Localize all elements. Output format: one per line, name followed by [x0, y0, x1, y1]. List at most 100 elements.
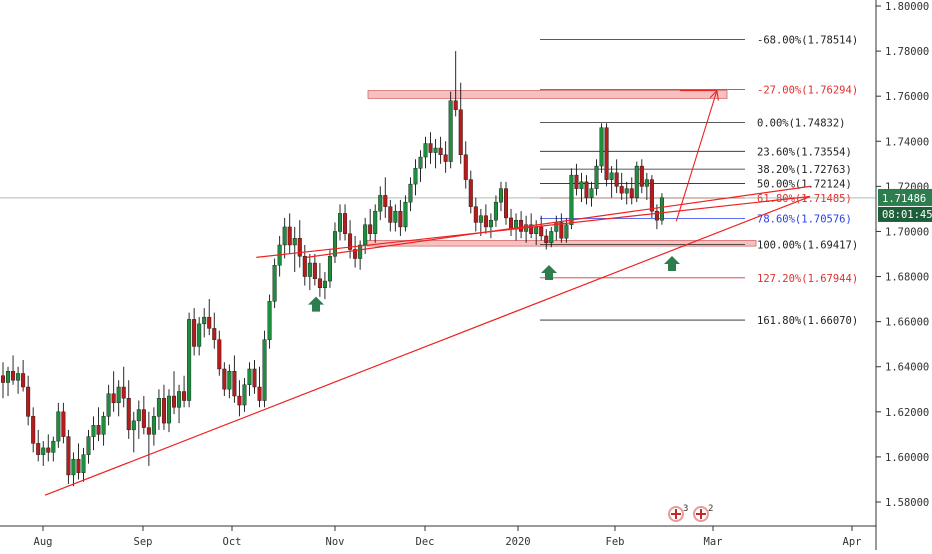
candle[interactable] [31, 407, 36, 453]
candle[interactable] [332, 222, 337, 264]
candle[interactable] [66, 429, 71, 484]
candle[interactable] [161, 384, 166, 430]
candle[interactable] [343, 204, 348, 241]
candle[interactable] [483, 204, 488, 234]
candle[interactable] [659, 193, 664, 225]
candle[interactable] [463, 141, 468, 189]
candle[interactable] [146, 411, 151, 466]
candle[interactable] [368, 208, 373, 241]
candle[interactable] [197, 317, 202, 356]
candle[interactable] [644, 172, 649, 200]
candle[interactable] [202, 308, 207, 338]
candle[interactable] [212, 312, 217, 349]
candle[interactable] [594, 159, 599, 196]
candle[interactable] [574, 163, 579, 196]
candle[interactable] [629, 177, 634, 205]
candle[interactable] [649, 175, 654, 218]
candle[interactable] [51, 436, 56, 462]
candle[interactable] [373, 204, 378, 243]
candle[interactable] [76, 443, 81, 480]
candle[interactable] [116, 380, 121, 417]
candle[interactable] [151, 407, 156, 446]
candle[interactable] [232, 355, 237, 403]
candle[interactable] [96, 407, 101, 442]
candle[interactable] [71, 452, 76, 487]
candle[interactable] [458, 82, 463, 164]
candle[interactable] [403, 195, 408, 232]
candle[interactable] [282, 217, 287, 259]
candle[interactable] [433, 139, 438, 169]
candle[interactable] [639, 159, 644, 194]
candle[interactable] [358, 240, 363, 270]
candle[interactable] [438, 136, 443, 164]
event-badge[interactable]: 2 [693, 504, 713, 522]
candle[interactable] [312, 254, 317, 286]
candle[interactable] [307, 254, 312, 291]
candle[interactable] [237, 380, 242, 417]
candle[interactable] [287, 213, 292, 254]
candle[interactable] [473, 197, 478, 232]
candle[interactable] [21, 359, 26, 392]
candle[interactable] [227, 364, 232, 399]
candle[interactable] [172, 371, 177, 415]
candle[interactable] [609, 166, 614, 198]
candle[interactable] [327, 249, 332, 288]
candle[interactable] [187, 312, 192, 408]
candle[interactable] [182, 375, 187, 408]
candle[interactable] [569, 168, 574, 230]
candle[interactable] [86, 429, 91, 464]
candle[interactable] [292, 226, 297, 273]
candle[interactable] [56, 402, 61, 448]
price-axis[interactable]: 1.800001.780001.760001.740001.720001.700… [876, 1, 929, 509]
lower-trendline[interactable] [44, 195, 811, 496]
candle[interactable] [36, 429, 41, 462]
candle[interactable] [544, 229, 549, 250]
candle[interactable] [46, 434, 51, 462]
candle[interactable] [398, 199, 403, 236]
candle[interactable] [222, 362, 227, 397]
candle[interactable] [338, 204, 343, 241]
candle[interactable] [1, 362, 5, 399]
candle[interactable] [453, 51, 458, 117]
candle[interactable] [81, 447, 86, 482]
candle[interactable] [247, 362, 252, 397]
candle[interactable] [26, 375, 31, 426]
candle[interactable] [348, 220, 353, 259]
candle[interactable] [207, 299, 212, 336]
middle-trendline[interactable] [256, 195, 811, 258]
candle[interactable] [297, 220, 302, 268]
candle[interactable] [539, 215, 544, 241]
projection-line[interactable] [675, 90, 718, 222]
candle[interactable] [267, 294, 272, 349]
candle[interactable] [106, 384, 111, 426]
candle[interactable] [217, 330, 222, 376]
candle[interactable] [131, 411, 136, 453]
candle[interactable] [589, 181, 594, 207]
candle[interactable] [488, 213, 493, 239]
candle[interactable] [111, 371, 116, 412]
candle[interactable] [393, 204, 398, 232]
candle[interactable] [413, 159, 418, 196]
candle[interactable] [388, 199, 393, 232]
candle[interactable] [478, 208, 483, 236]
candle[interactable] [428, 132, 433, 164]
candle[interactable] [599, 123, 604, 173]
candle[interactable] [6, 366, 11, 397]
candle[interactable] [262, 330, 267, 408]
candle[interactable] [177, 384, 182, 424]
candle[interactable] [564, 217, 569, 243]
candle[interactable] [584, 175, 589, 205]
candle[interactable] [504, 181, 509, 225]
candle[interactable] [378, 186, 383, 221]
candle[interactable] [272, 258, 277, 309]
candle[interactable] [559, 213, 564, 243]
candle[interactable] [443, 141, 448, 173]
candle[interactable] [91, 416, 96, 451]
candle[interactable] [166, 389, 171, 433]
candle[interactable] [257, 366, 262, 408]
candle[interactable] [353, 235, 358, 268]
candle[interactable] [121, 366, 126, 408]
candle[interactable] [408, 177, 413, 212]
candle[interactable] [141, 396, 146, 435]
